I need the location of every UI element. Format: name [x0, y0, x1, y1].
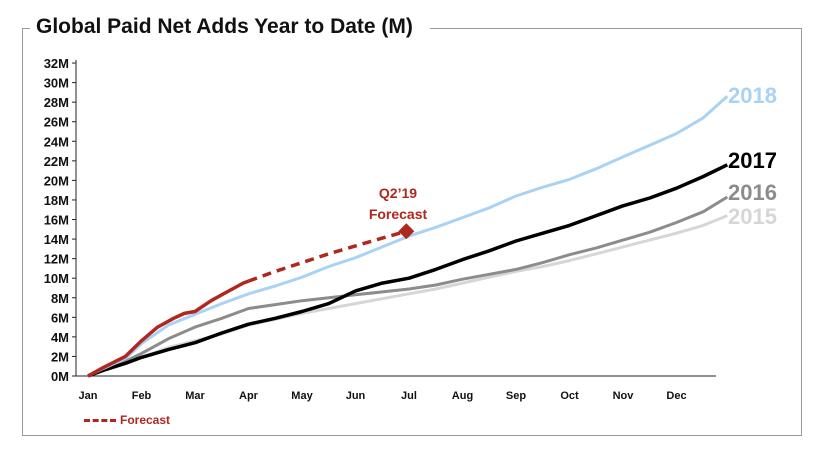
- y-tick-label: 6M: [51, 310, 69, 325]
- x-tick-label: Aug: [452, 390, 473, 402]
- end-label-2018: 2018: [728, 83, 777, 108]
- legend-forecast-swatch: [84, 418, 116, 422]
- series-line-2017: [87, 163, 729, 378]
- y-tick-label: 18M: [44, 193, 69, 208]
- series-line-forecast: [247, 229, 407, 283]
- chart-frame: [22, 28, 802, 436]
- y-tick-label: 30M: [44, 76, 69, 91]
- x-tick-label: Jun: [346, 390, 366, 402]
- series-line-2015: [87, 214, 728, 378]
- y-tick-label: 12M: [44, 252, 69, 267]
- legend: Forecast: [84, 413, 170, 427]
- x-tick-label: Jan: [79, 390, 98, 402]
- axes: [75, 60, 716, 377]
- y-tick-label: 2M: [51, 349, 69, 364]
- y-tick-label: 10M: [44, 271, 69, 286]
- y-tick-label: 8M: [51, 291, 69, 306]
- y-tick-label: 26M: [44, 115, 69, 130]
- y-tick-label: 28M: [44, 95, 69, 110]
- forecast-marker-diamond: [398, 223, 415, 240]
- frame-top-edge-left: [22, 28, 30, 29]
- forecast-annotation: Q2’19 Forecast: [369, 185, 428, 240]
- series-line-2016: [87, 195, 729, 378]
- x-tick-label: May: [291, 390, 313, 402]
- frame-top-edge-right: [430, 28, 802, 29]
- series-line-2019: [87, 279, 250, 378]
- y-tick-label: 14M: [44, 232, 69, 247]
- annotation-line-1: Q2’19: [379, 185, 417, 201]
- end-label-2015: 2015: [728, 204, 777, 229]
- legend-forecast-label: Forecast: [120, 413, 171, 427]
- x-axis-ticks: Jan Feb Mar Apr May Jun Jul Aug Sep Oct Nov Dec: [79, 390, 687, 402]
- x-tick-label: Nov: [613, 390, 635, 402]
- x-tick-label: Feb: [132, 390, 152, 402]
- x-tick-label: Apr: [239, 390, 259, 402]
- y-axis-ticks: 0M 2M 4M 6M 8M 10M 12M 14M 16M 18M 20M 22M 24M 26M 28M…: [44, 56, 76, 384]
- x-tick-label: Jul: [401, 390, 417, 402]
- series-line-2018: [87, 95, 729, 378]
- x-tick-label: Dec: [666, 390, 686, 402]
- y-tick-label: 20M: [44, 173, 69, 188]
- y-tick-label: 4M: [51, 330, 69, 345]
- x-tick-label: Mar: [185, 390, 205, 402]
- end-label-2016: 2016: [728, 180, 777, 205]
- y-tick-label: 24M: [44, 134, 69, 149]
- y-tick-label: 32M: [44, 56, 69, 71]
- series-lines: [87, 95, 729, 378]
- y-tick-label: 16M: [44, 213, 69, 228]
- annotation-line-2: Forecast: [369, 206, 428, 222]
- x-tick-label: Sep: [506, 390, 526, 402]
- x-tick-label: Oct: [560, 390, 579, 402]
- y-tick-label: 0M: [51, 369, 69, 384]
- y-tick-label: 22M: [44, 154, 69, 169]
- chart-title: Global Paid Net Adds Year to Date (M): [36, 15, 413, 38]
- end-label-2017: 2017: [728, 148, 777, 173]
